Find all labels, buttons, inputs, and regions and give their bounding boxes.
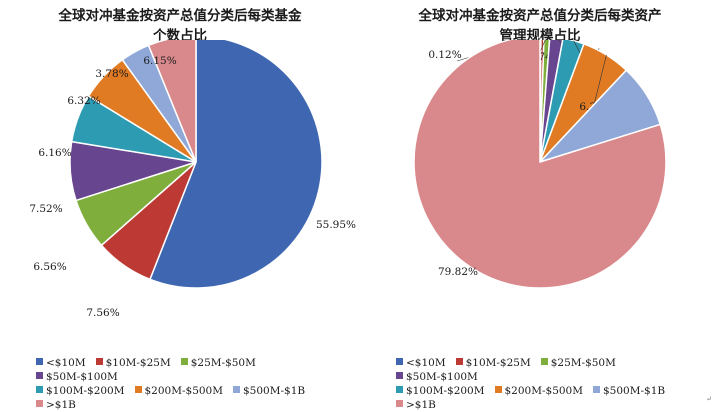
legend-label: $100M-$200M <box>406 385 485 397</box>
data-label: 79.82% <box>438 266 478 278</box>
chart-title-line-1: 全球对冲基金按资产总值分类后每类资产 <box>418 8 662 24</box>
legend-row: $100M-$200M $200M-$500M $500M-$1B >$1B <box>396 384 716 412</box>
legend-item: >$1B <box>396 398 436 412</box>
legend-label: $25M-$50M <box>550 357 616 369</box>
legend-item: $10M-$25M <box>95 356 171 370</box>
legend-swatch <box>36 386 43 393</box>
legend-swatch <box>396 358 403 365</box>
legend-item: $100M-$200M <box>396 384 485 398</box>
data-label: 7.56% <box>86 307 119 319</box>
legend-item: $200M-$500M <box>134 384 224 398</box>
legend: <$10M $10M-$25M $25M-$50M$50M-$100M $100M-$… <box>396 356 716 412</box>
legend-swatch <box>494 386 502 393</box>
legend-swatch <box>36 400 43 407</box>
legend-item: $500M-$1B <box>233 384 305 398</box>
legend-label: $10M-$25M <box>465 357 531 369</box>
legend-swatch <box>134 386 142 393</box>
chart-title-line-1: 全球对冲基金按资产总值分类后每类基金 <box>58 8 302 24</box>
legend-label: <$10M <box>46 357 86 369</box>
legend-swatch <box>396 386 403 393</box>
legend-swatch <box>455 358 463 365</box>
pie-slice-10m <box>149 40 323 289</box>
legend-label: $50M-$100M <box>406 371 478 383</box>
data-label: 6.15% <box>143 55 176 67</box>
pie-slice-1b <box>147 40 197 163</box>
legend-label: $10M-$25M <box>105 357 171 369</box>
legend-item: $100M-$200M <box>36 384 125 398</box>
legend-swatch <box>540 358 548 365</box>
legend-row: <$10M $10M-$25M $25M-$50M $50M-$100M <box>396 356 716 384</box>
legend: <$10M $10M-$25M $25M-$50M$50M-$100M $100M-$… <box>36 356 356 412</box>
right-chart-panel: 全球对冲基金按资产总值分类后每类资产 管理规模占比 0.12%0.39%0.74… <box>360 0 720 411</box>
legend-item: <$10M <box>396 356 446 370</box>
legend-item: $50M-$100M <box>36 370 118 384</box>
legend-row: $100M-$200M $200M-$500M $500M-$1B >$1B <box>36 384 356 412</box>
legend-item: >$1B <box>36 398 76 412</box>
legend-item: $25M-$50M <box>540 356 616 370</box>
legend-item: <$10M <box>36 356 86 370</box>
legend-swatch <box>593 386 600 393</box>
data-label: 6.16% <box>38 147 71 159</box>
pie-slice-25m-50m <box>539 40 551 163</box>
data-label: 6.32% <box>67 95 100 107</box>
footnote-mark: ↵ <box>706 395 712 403</box>
legend-swatch <box>95 358 103 365</box>
pie-chart-aum-share: 0.12%0.39%0.74%1.68%2.74%6.34%8.17%79.82… <box>413 40 667 289</box>
legend-label: $200M-$500M <box>144 385 224 397</box>
pie-slice-10m-25m <box>539 40 545 163</box>
legend-swatch <box>180 358 188 365</box>
data-label: 3.78% <box>95 68 128 80</box>
legend-label: $500M-$1B <box>243 385 306 397</box>
data-label: 6.56% <box>33 261 66 273</box>
legend-label: <$10M <box>406 357 446 369</box>
legend-label: $100M-$200M <box>46 385 125 397</box>
legend-label: $50M-$100M <box>46 371 118 383</box>
legend-swatch <box>396 400 403 407</box>
legend-swatch <box>36 372 43 379</box>
legend-item: $25M-$50M <box>180 356 256 370</box>
data-label: 0.12% <box>428 49 461 61</box>
legend-item: $200M-$500M <box>494 384 584 398</box>
data-label: 55.95% <box>316 219 356 231</box>
legend-label: >$1B <box>46 399 76 411</box>
pie-slice-1b <box>413 40 667 289</box>
legend-swatch <box>233 386 240 393</box>
legend-item: $50M-$100M <box>396 370 478 384</box>
legend-item: $500M-$1B <box>593 384 665 398</box>
legend-label: $200M-$500M <box>504 385 584 397</box>
legend-label: $25M-$50M <box>190 357 256 369</box>
legend-swatch <box>36 358 43 365</box>
legend-item: $10M-$25M <box>455 356 531 370</box>
data-label: 7.52% <box>29 203 62 215</box>
legend-label: $500M-$1B <box>603 385 666 397</box>
pie-chart-count-share: 55.95% 7.56% 6.56% 7.52% 6.16% 6.32% 3.78% 6.15… <box>29 40 356 319</box>
left-chart-panel: 全球对冲基金按资产总值分类后每类基金 个数占比 55.95% 7.56% 6.56%… <box>0 0 360 411</box>
legend-label: >$1B <box>406 399 436 411</box>
legend-row: <$10M $10M-$25M $25M-$50M $50M-$100M <box>36 356 356 384</box>
legend-swatch <box>396 372 403 379</box>
